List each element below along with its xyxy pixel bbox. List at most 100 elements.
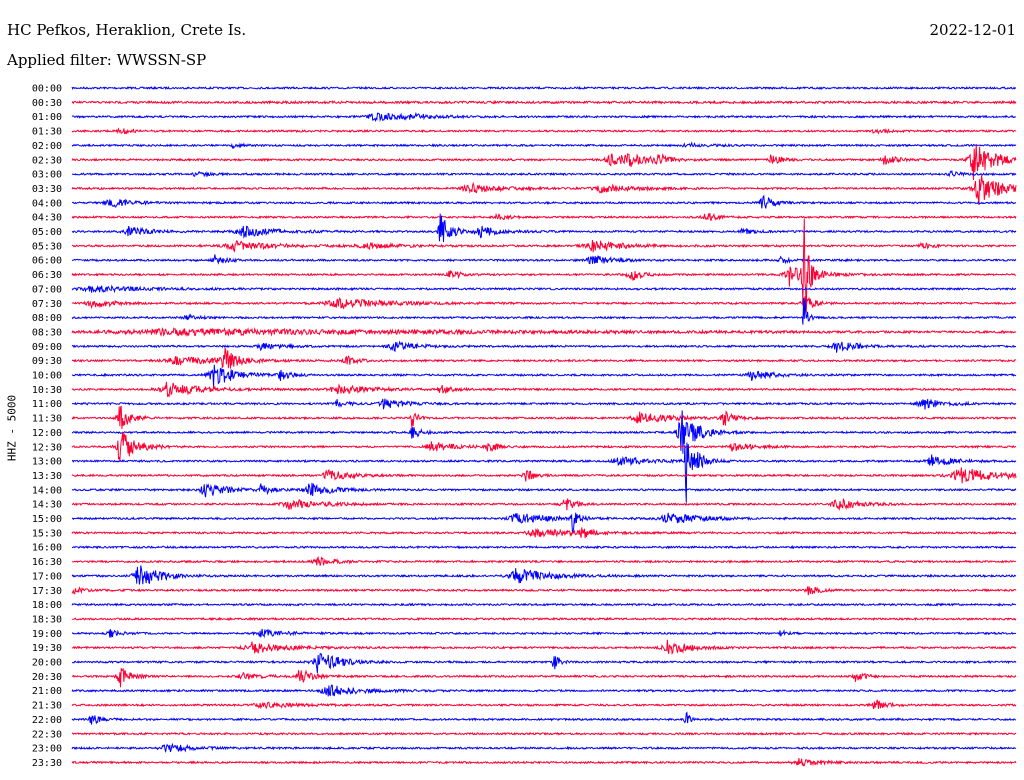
seismic-trace [71,652,1017,674]
seismic-trace [71,254,1017,265]
row-time-label: 20:00 [32,658,62,669]
row-time-label: 02:00 [32,141,62,152]
seismic-trace [71,111,1017,123]
seismic-trace [71,296,1017,311]
row-time-label: 10:00 [32,371,62,382]
seismic-trace [71,628,1017,639]
row-time-label: 21:30 [32,701,62,712]
row-time-label: 07:00 [32,284,62,295]
row-time-label: 05:30 [32,241,62,252]
row-time-label: 13:30 [32,471,62,482]
seismic-trace [71,175,1017,206]
seismic-trace [71,431,1017,461]
seismic-trace [71,218,1017,313]
row-time-label: 05:00 [32,227,62,238]
row-time-label: 00:00 [32,84,62,95]
row-time-label: 04:30 [32,213,62,224]
seismic-trace [71,497,1017,511]
seismic-trace [71,482,1017,498]
row-time-label: 16:00 [32,543,62,554]
row-time-label: 12:00 [32,428,62,439]
seismic-trace [71,668,1017,688]
seismic-trace [71,555,1017,566]
seismic-trace [71,141,1017,150]
row-time-label: 15:00 [32,514,62,525]
seismic-trace [71,364,1017,388]
seismic-trace [71,757,1017,767]
row-time-label: 16:30 [32,557,62,568]
row-time-label: 22:30 [32,729,62,740]
row-time-label: 11:30 [32,414,62,425]
row-time-label: 10:30 [32,385,62,396]
seismic-trace [71,169,1017,178]
seismic-trace [71,194,1016,209]
seismic-trace [71,347,1017,369]
seismic-trace [71,602,1017,607]
row-time-label: 17:00 [32,571,62,582]
seismic-trace [71,99,1017,105]
seismic-trace [71,527,1017,539]
row-time-label: 09:30 [32,356,62,367]
row-time-label: 01:00 [32,112,62,123]
row-time-label: 03:00 [32,170,62,181]
row-time-label: 23:30 [32,758,62,769]
seismic-trace [71,544,1017,550]
seismic-trace [71,144,1017,181]
row-time-label: 13:00 [32,457,62,468]
seismic-trace [71,699,1017,710]
seismic-trace [71,616,1017,622]
row-time-label: 02:30 [32,155,62,166]
seismic-trace [71,284,1017,294]
seismic-trace [71,565,1017,585]
row-time-label: 23:00 [32,744,62,755]
row-time-label: 06:30 [32,270,62,281]
date-label: 2022-12-01 [929,21,1016,39]
seismic-trace [71,405,1017,429]
seismic-trace [71,212,1017,221]
seismic-trace [71,731,1017,736]
row-time-label: 07:30 [32,299,62,310]
row-time-label: 11:00 [32,399,62,410]
seismic-trace [71,410,1017,454]
station-title: HC Pefkos, Heraklion, Crete Is. [7,21,247,39]
row-time-label: 01:30 [32,127,62,138]
row-time-label: 06:00 [32,256,62,267]
row-time-label: 17:30 [32,586,62,597]
row-time-label: 18:00 [32,600,62,611]
row-time-label: 12:30 [32,442,62,453]
row-time-label: 09:00 [32,342,62,353]
seismic-trace [71,240,1017,253]
seismic-trace [71,85,1017,91]
seismic-trace [71,467,1017,484]
seismic-trace [71,127,1017,135]
seismic-trace [71,586,1017,596]
row-time-label: 18:30 [32,614,62,625]
seismic-trace [71,711,1017,725]
row-time-label: 14:00 [32,485,62,496]
row-time-label: 04:00 [32,198,62,209]
row-time-label: 08:30 [32,327,62,338]
row-time-label: 22:00 [32,715,62,726]
seismic-trace [71,297,1017,325]
row-time-label: 15:30 [32,528,62,539]
seismic-trace [71,742,1017,754]
seismic-trace [71,381,1017,398]
seismic-trace [71,340,1017,353]
seismic-trace [71,213,1017,243]
seismic-trace [71,442,1017,503]
row-time-label: 08:00 [32,313,62,324]
row-time-label: 19:30 [32,643,62,654]
filter-subtitle: Applied filter: WWSSN-SP [7,51,207,69]
seismic-trace [72,639,1017,655]
row-time-label: 19:00 [32,629,62,640]
row-time-label: 21:00 [32,686,62,697]
seismic-trace [71,398,1017,410]
seismic-trace [71,684,1017,697]
row-time-label: 14:30 [32,500,62,511]
row-time-label: 20:30 [32,672,62,683]
row-time-label: 03:30 [32,184,62,195]
seismic-trace [72,512,1017,534]
seismic-trace [71,326,1017,338]
row-time-label: 00:30 [32,98,62,109]
